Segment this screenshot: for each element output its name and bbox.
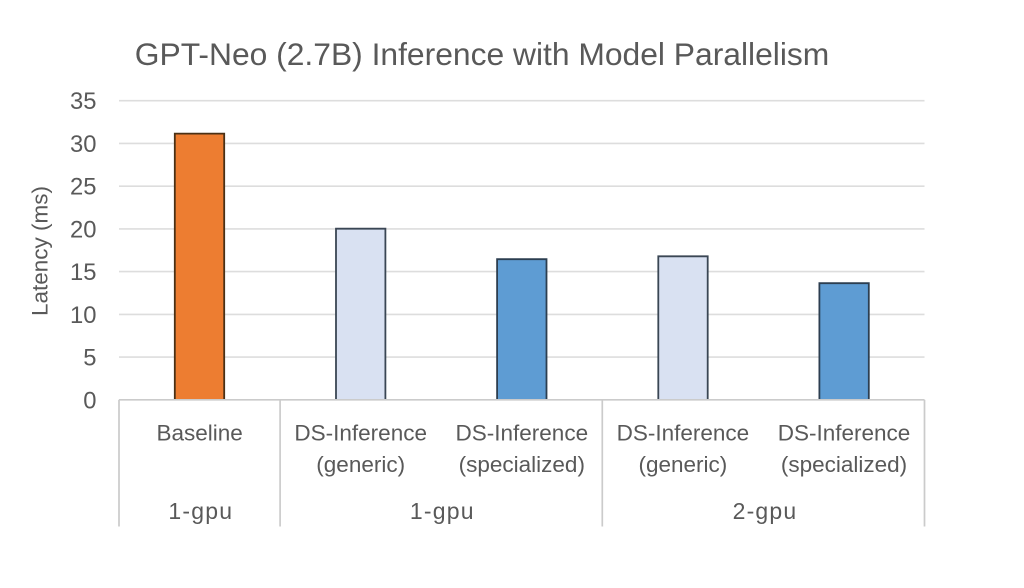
- svg-text:(specialized): (specialized): [459, 452, 585, 477]
- svg-text:1-gpu: 1-gpu: [410, 498, 475, 524]
- svg-text:DS-Inference: DS-Inference: [778, 421, 911, 446]
- svg-text:1-gpu: 1-gpu: [168, 498, 233, 524]
- svg-text:GPT-Neo (2.7B) Inference with: GPT-Neo (2.7B) Inference with Model Para…: [135, 36, 830, 72]
- svg-text:(generic): (generic): [639, 452, 728, 477]
- svg-text:20: 20: [70, 216, 96, 243]
- svg-text:10: 10: [70, 302, 96, 329]
- svg-text:Baseline: Baseline: [156, 421, 242, 446]
- svg-text:0: 0: [83, 387, 96, 414]
- svg-text:25: 25: [70, 174, 96, 201]
- svg-text:15: 15: [70, 259, 96, 286]
- svg-text:5: 5: [83, 345, 96, 372]
- svg-text:DS-Inference: DS-Inference: [617, 421, 750, 446]
- svg-text:Latency (ms): Latency (ms): [28, 186, 53, 316]
- svg-text:(generic): (generic): [316, 452, 405, 477]
- svg-text:DS-Inference: DS-Inference: [294, 421, 427, 446]
- svg-text:(specialized): (specialized): [781, 452, 907, 477]
- svg-text:35: 35: [70, 88, 96, 115]
- svg-text:30: 30: [70, 131, 96, 158]
- svg-text:DS-Inference: DS-Inference: [456, 421, 589, 446]
- svg-text:2-gpu: 2-gpu: [733, 498, 798, 524]
